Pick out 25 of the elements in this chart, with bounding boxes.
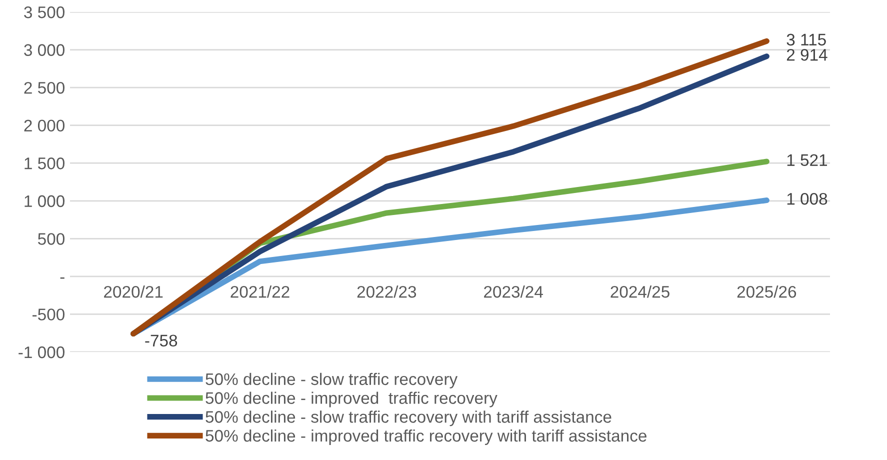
data-label: 1 521 bbox=[787, 154, 828, 166]
legend-label: 50% decline - improved traffic recovery with tariff assistance bbox=[206, 429, 646, 445]
y-tick-label: -1 000 bbox=[18, 346, 64, 358]
x-tick-label: 2020/21 bbox=[104, 286, 163, 298]
data-label: 3 115 bbox=[786, 34, 826, 46]
y-tick-label: 3 000 bbox=[24, 44, 64, 56]
x-tick-label: 2021/22 bbox=[230, 286, 290, 298]
y-tick-label: 1 500 bbox=[24, 158, 64, 170]
x-tick-label: 2022/23 bbox=[357, 286, 416, 298]
y-tick-label: -500 bbox=[32, 308, 64, 320]
y-tick-label: 3 500 bbox=[24, 6, 64, 18]
data-label: -758 bbox=[145, 334, 178, 347]
x-tick-label: 2025/26 bbox=[737, 286, 796, 298]
x-tick-label: 2023/24 bbox=[484, 286, 543, 298]
data-label: 1 008 bbox=[787, 192, 828, 205]
y-tick-label: 1 000 bbox=[24, 195, 64, 208]
y-tick-label: - bbox=[60, 277, 64, 279]
x-tick-label: 2024/25 bbox=[610, 286, 670, 298]
legend-label: 50% decline - slow traffic recovery with tariff assistance bbox=[206, 410, 612, 426]
data-label: 2 914 bbox=[786, 48, 828, 61]
y-tick-label: 2 000 bbox=[24, 120, 64, 132]
y-tick-label: 500 bbox=[38, 233, 64, 245]
y-tick-label: 2 500 bbox=[24, 82, 64, 94]
legend-label: 50% decline - slow traffic recovery bbox=[206, 372, 458, 388]
legend-label: 50% decline - improved traffic recovery bbox=[206, 392, 498, 408]
